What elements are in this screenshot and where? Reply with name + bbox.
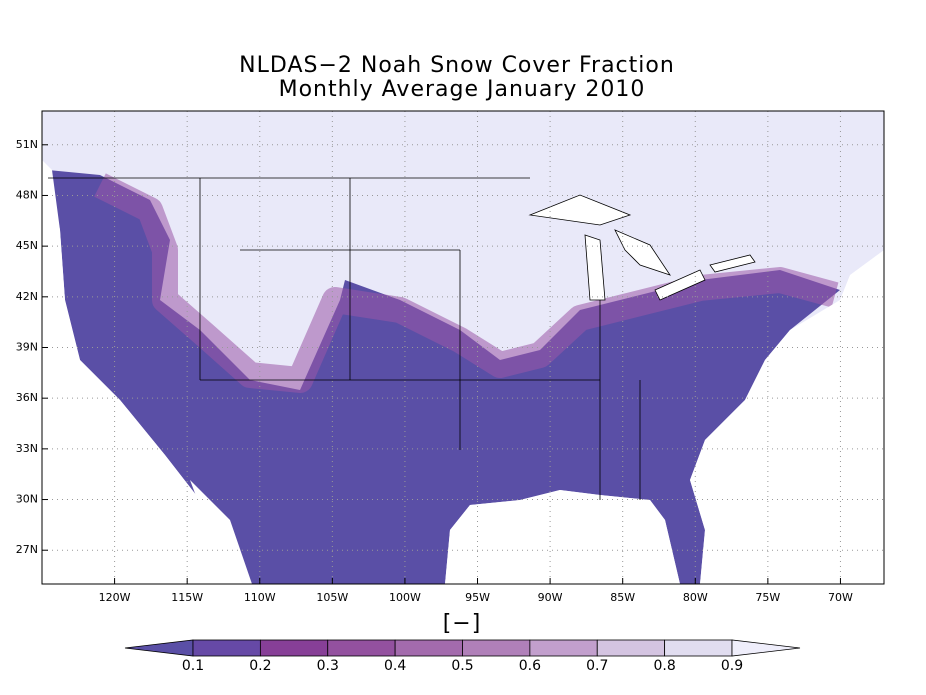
colorbar-label: [−] (443, 611, 482, 636)
colorbar-tick-label: 0.9 (721, 658, 743, 674)
grid (42, 111, 884, 584)
x-tick-label: 95W (465, 591, 490, 604)
y-tick-label: 45N (16, 239, 38, 252)
colorbar-segment (462, 639, 531, 657)
colorbar-tick-label: 0.5 (451, 658, 473, 674)
x-tick-label: 115W (171, 591, 203, 604)
x-tick-label: 120W (99, 591, 131, 604)
colorbar-tick-label: 0.3 (317, 658, 339, 674)
y-tick-label: 51N (16, 138, 38, 151)
colorbar-extend (124, 639, 194, 657)
great-lakes (528, 194, 756, 301)
colorbar-tick-label: 0.1 (182, 658, 204, 674)
gulf-of-california (190, 480, 252, 584)
colorbar-tick-label: 0.6 (519, 658, 541, 674)
y-tick-label: 30N (16, 493, 38, 506)
snow-free-land (48, 170, 840, 584)
x-tick-label: 80W (683, 591, 708, 604)
pacific-ocean (42, 160, 235, 584)
x-tick-label: 110W (244, 591, 276, 604)
tick-labels: 120W 115W 110W 105W 100W 95W 90W 85W 80W 75W 70W 27… (16, 138, 853, 604)
x-tick-label: 105W (316, 591, 348, 604)
map-field (42, 111, 884, 584)
title-line: Monthly Average January 2010 (279, 77, 646, 102)
x-tick-label: 85W (610, 591, 635, 604)
x-tick-label: 75W (755, 591, 780, 604)
y-tick-label: 42N (16, 290, 38, 303)
colorbar-extend (731, 639, 801, 657)
frame (41, 110, 885, 585)
colorbar-tick-label: 0.4 (384, 658, 406, 674)
colorbar-segment (596, 639, 666, 657)
title-line: NLDAS−2 Noah Snow Cover Fraction (239, 53, 675, 78)
y-tick-label: 39N (16, 341, 38, 354)
colorbar-tick-label: 0.2 (249, 658, 271, 674)
atlantic-gulf (445, 250, 884, 584)
colorbar-tick-label: 0.8 (653, 658, 675, 674)
colorbar-tick-label: 0.7 (586, 658, 608, 674)
x-tick-label: 70W (828, 591, 853, 604)
snow-transition (94, 173, 839, 393)
colorbar-segment (327, 639, 396, 657)
y-tick-label: 33N (16, 442, 38, 455)
y-tick-label: 27N (16, 543, 38, 556)
borders (48, 177, 641, 500)
x-tick-label: 100W (389, 591, 421, 604)
colorbar-segment (529, 639, 598, 657)
colorbar-segment (394, 639, 463, 657)
x-tick-label: 90W (538, 591, 563, 604)
y-tick-label: 48N (16, 188, 38, 201)
colorbar: 0.1 0.2 0.3 0.4 0.5 0.6 0.7 0.8 0.9 (124, 639, 801, 674)
colorbar-segment (664, 639, 733, 657)
colorbar-segment (192, 639, 261, 657)
y-tick-label: 36N (16, 391, 38, 404)
colorbar-segment (259, 639, 329, 657)
